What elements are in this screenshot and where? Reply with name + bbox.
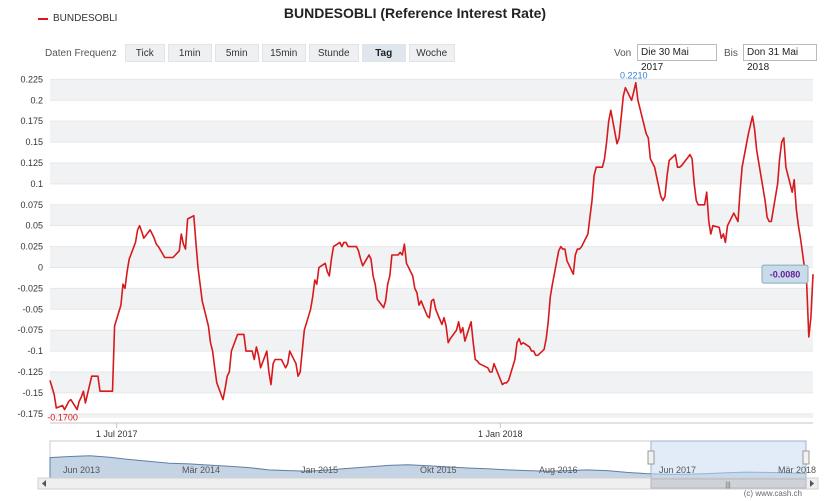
max-value-label: 0.2210	[620, 71, 648, 81]
to-label: Bis	[724, 48, 738, 59]
grid-band	[50, 413, 813, 418]
y-tick-label: -0.175	[17, 409, 43, 419]
y-tick-label: -0.05	[22, 304, 43, 314]
y-tick-label: 0.15	[25, 137, 43, 147]
scroll-left-arrow-icon[interactable]	[42, 480, 46, 487]
to-date-input[interactable]: Don 31 Mai 2018	[743, 44, 817, 73]
grid-band	[50, 79, 813, 101]
navigator-label: Mär 2014	[182, 465, 220, 475]
frequency-toolbar: Daten Frequenz Tick 1min 5min 15min Stun…	[45, 44, 458, 62]
min-value-label: -0.1700	[47, 413, 78, 423]
navigator-label: Jun 2017	[659, 465, 696, 475]
y-tick-label: 0.175	[20, 116, 43, 126]
y-tick-label: 0.125	[20, 158, 43, 168]
freq-button-tick[interactable]: Tick	[124, 44, 165, 62]
grid-band	[50, 162, 813, 184]
from-label: Von	[614, 48, 632, 59]
scrollbar-track[interactable]	[37, 477, 819, 490]
credit-text: (c) www.cash.ch	[743, 489, 802, 498]
y-tick-label: -0.075	[17, 325, 43, 335]
legend-swatch	[38, 17, 48, 20]
freq-button-woche[interactable]: Woche	[408, 44, 455, 62]
scrollbar-thumb[interactable]	[650, 478, 807, 489]
legend[interactable]: BUNDESOBLI	[38, 13, 117, 24]
y-tick-label: 0	[38, 262, 43, 272]
y-tick-label: 0.1	[30, 179, 43, 189]
x-tick-label: 1 Jan 2018	[478, 429, 523, 439]
chart-title: BUNDESOBLI (Reference Interest Rate)	[283, 5, 547, 21]
y-tick-label: 0.025	[20, 242, 43, 252]
y-tick-label: 0.2	[30, 95, 43, 105]
freq-button-stunde[interactable]: Stunde	[308, 44, 359, 62]
freq-button-tag[interactable]: Tag	[361, 44, 406, 62]
navigator-label: Aug 2016	[539, 465, 578, 475]
navigator-selection[interactable]	[650, 440, 807, 479]
y-tick-label: -0.125	[17, 367, 43, 377]
series-line-bundesobli[interactable]	[49, 81, 814, 411]
freq-button-1min[interactable]: 1min	[167, 44, 212, 62]
navigator-label: Jan 2015	[301, 465, 338, 475]
navigator-handle-left[interactable]	[647, 450, 655, 465]
y-tick-label: 0.225	[20, 74, 43, 84]
navigator-label: Jun 2013	[63, 465, 100, 475]
grid-band	[50, 372, 813, 393]
grid-band	[50, 246, 813, 268]
y-tick-label: -0.15	[22, 388, 43, 398]
y-tick-label: 0.075	[20, 200, 43, 210]
freq-button-5min[interactable]: 5min	[214, 44, 259, 62]
y-tick-label: -0.1	[27, 346, 43, 356]
y-tick-label: -0.025	[17, 283, 43, 293]
freq-button-15min[interactable]: 15min	[261, 44, 306, 62]
navigator-label: Mär 2018	[778, 465, 816, 475]
legend-label: BUNDESOBLI	[53, 13, 118, 24]
from-date-input[interactable]: Die 30 Mai 2017	[637, 44, 717, 73]
grid-band	[50, 288, 813, 310]
grid-band	[50, 330, 813, 352]
frequency-label: Daten Frequenz	[45, 47, 117, 59]
scrollbar-grip-icon: |||	[725, 482, 731, 489]
grid-band	[50, 204, 813, 226]
grid-band	[50, 121, 813, 143]
navigator-label: Okt 2015	[420, 465, 457, 475]
scroll-right-arrow-icon[interactable]	[810, 480, 814, 487]
navigator-handle-right[interactable]	[802, 450, 810, 465]
last-value-flag	[761, 264, 809, 284]
x-tick-label: 1 Jul 2017	[96, 429, 138, 439]
last-value-label: -0.0080	[770, 270, 801, 280]
y-tick-label: 0.05	[25, 221, 43, 231]
